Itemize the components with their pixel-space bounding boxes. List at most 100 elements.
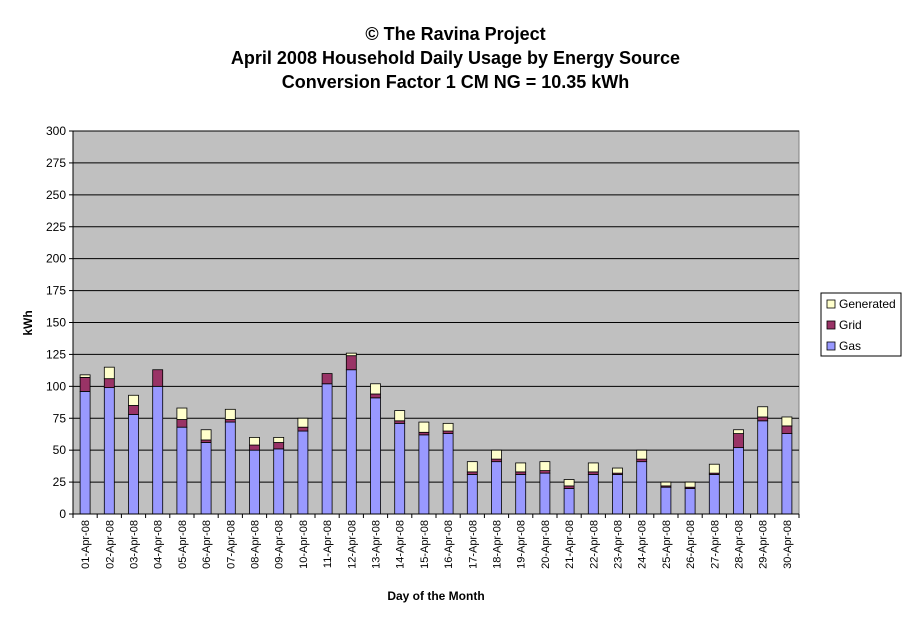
x-tick-label: 25-Apr-08 <box>661 520 673 569</box>
bar-gas <box>418 434 430 515</box>
y-tick-label: 250 <box>46 188 66 202</box>
x-tick-label: 28-Apr-08 <box>734 520 746 569</box>
bar-gas <box>708 474 720 515</box>
x-tick-label: 01-Apr-08 <box>80 520 92 569</box>
legend-label-gas: Gas <box>839 339 861 353</box>
legend-swatch-gas <box>826 341 836 351</box>
bar-gas <box>273 448 285 515</box>
x-tick-label: 19-Apr-08 <box>516 520 528 569</box>
bar-generated <box>636 449 648 460</box>
x-tick-label: 15-Apr-08 <box>419 520 431 569</box>
bar-generated <box>660 481 672 487</box>
bar-generated <box>128 394 139 406</box>
bar-generated <box>418 421 430 433</box>
y-tick-label: 25 <box>53 475 67 489</box>
y-tick-label: 125 <box>46 347 66 361</box>
bar-gas <box>515 474 527 515</box>
y-axis-label: kWh <box>21 310 35 335</box>
y-tick-label: 75 <box>53 411 67 425</box>
bar-gas <box>660 486 672 515</box>
bar-generated <box>612 467 623 474</box>
x-tick-label: 12-Apr-08 <box>346 520 358 569</box>
legend: Generated Grid Gas <box>820 292 902 357</box>
bar-gas <box>79 391 91 515</box>
bar-grid <box>781 425 793 434</box>
bar-grid <box>176 419 188 428</box>
bar-gas <box>757 420 769 515</box>
x-tick-label: 17-Apr-08 <box>467 520 479 569</box>
bar-gas <box>587 474 599 515</box>
x-tick-label: 30-Apr-08 <box>782 520 794 569</box>
grid-lines <box>73 130 799 483</box>
bar-generated <box>466 461 478 473</box>
y-tick-label: 175 <box>46 284 66 298</box>
bar-grid <box>273 442 285 450</box>
bar-generated <box>781 416 793 427</box>
bar-gas <box>224 421 236 515</box>
bar-generated <box>708 463 720 474</box>
x-tick-label: 02-Apr-08 <box>104 520 116 569</box>
bar-gas <box>128 414 139 515</box>
bar-grid <box>345 355 357 371</box>
bar-grid <box>128 405 139 415</box>
chart-title-line-2: April 2008 Household Daily Usage by Ener… <box>230 48 681 68</box>
legend-label-grid: Grid <box>839 318 862 332</box>
bar-grid <box>152 369 164 387</box>
x-tick-label: 23-Apr-08 <box>613 520 625 569</box>
bar-generated <box>757 406 769 418</box>
bar-gas <box>321 383 333 515</box>
bar-gas <box>370 397 381 515</box>
bar-gas <box>249 449 260 515</box>
legend-label-generated: Generated <box>839 297 896 311</box>
bar-gas <box>491 461 502 515</box>
bar-generated <box>515 462 527 473</box>
y-tick-label: 200 <box>46 252 66 266</box>
bar-grid <box>733 433 744 449</box>
x-tick-label: 05-Apr-08 <box>177 520 189 569</box>
x-tick-label: 14-Apr-08 <box>395 520 407 569</box>
x-tick-label: 04-Apr-08 <box>153 520 165 569</box>
y-tick-label: 225 <box>46 220 66 234</box>
legend-swatch-generated <box>826 299 836 309</box>
bar-generated <box>103 366 115 380</box>
bar-gas <box>152 385 164 515</box>
bar-generated <box>684 481 696 488</box>
bar-generated <box>491 449 502 460</box>
bar-generated <box>176 407 188 420</box>
y-tick-label: 50 <box>53 443 67 457</box>
y-tick-label: 100 <box>46 379 66 393</box>
bar-generated <box>442 422 454 432</box>
bar-generated <box>297 417 309 428</box>
bar-gas <box>200 442 212 515</box>
x-tick-label: 08-Apr-08 <box>250 520 262 569</box>
bars <box>79 352 793 515</box>
x-tick-label: 03-Apr-08 <box>129 520 141 569</box>
x-tick-label: 16-Apr-08 <box>443 520 455 569</box>
x-axis-ticks: 01-Apr-08 02-Apr-08 03-Apr-08 04-Apr-08 05-A… <box>72 514 800 569</box>
x-tick-label: 13-Apr-08 <box>371 520 383 569</box>
bar-gas <box>539 472 551 515</box>
x-tick-label: 06-Apr-08 <box>201 520 213 569</box>
bar-grid <box>757 416 769 422</box>
x-tick-label: 22-Apr-08 <box>588 520 600 569</box>
bar-generated <box>563 479 575 487</box>
legend-swatch-grid <box>826 320 836 330</box>
x-tick-label: 20-Apr-08 <box>540 520 552 569</box>
bar-generated <box>587 462 599 473</box>
x-tick-label: 09-Apr-08 <box>274 520 286 569</box>
bar-gas <box>781 433 793 515</box>
x-tick-label: 26-Apr-08 <box>685 520 697 569</box>
bar-generated <box>224 408 236 420</box>
x-tick-label: 11-Apr-08 <box>322 520 334 568</box>
bar-generated <box>79 374 91 378</box>
bar-gas <box>636 461 648 515</box>
y-tick-label: 150 <box>46 316 66 330</box>
bar-gas <box>176 426 188 515</box>
bar-gas <box>394 422 406 515</box>
bar-generated <box>345 352 357 357</box>
bar-generated <box>370 383 381 395</box>
bar-generated <box>273 436 285 443</box>
x-tick-label: 24-Apr-08 <box>637 520 649 569</box>
bar-gas <box>612 474 623 515</box>
